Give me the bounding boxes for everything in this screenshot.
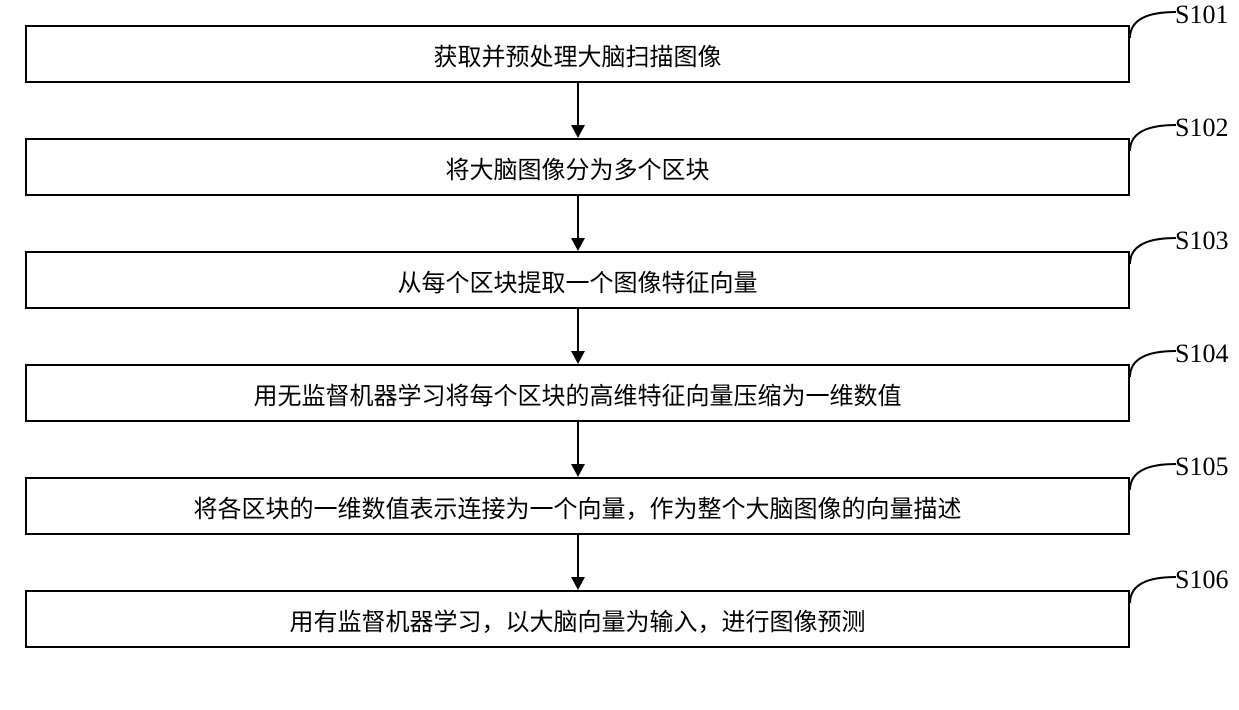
arrow-5: [568, 535, 588, 590]
step-text: 用有监督机器学习，以大脑向量为输入，进行图像预测: [290, 602, 866, 637]
step-text: 用无监督机器学习将每个区块的高维特征向量压缩为一维数值: [254, 376, 902, 411]
step-label-s105: S105: [1175, 452, 1228, 482]
connector-s101: [1128, 10, 1178, 40]
step-label-s106: S106: [1175, 565, 1228, 595]
connector-s106: [1128, 575, 1178, 605]
step-box-s101: 获取并预处理大脑扫描图像: [25, 25, 1130, 83]
arrow-2: [568, 196, 588, 251]
step-label-s103: S103: [1175, 226, 1228, 256]
step-label-s104: S104: [1175, 339, 1228, 369]
step-text: 将各区块的一维数值表示连接为一个向量，作为整个大脑图像的向量描述: [194, 489, 962, 524]
step-text: 获取并预处理大脑扫描图像: [434, 37, 722, 72]
connector-s103: [1128, 236, 1178, 266]
step-box-s104: 用无监督机器学习将每个区块的高维特征向量压缩为一维数值: [25, 364, 1130, 422]
connector-s102: [1128, 123, 1178, 153]
flowchart-container: 获取并预处理大脑扫描图像 S101 将大脑图像分为多个区块 S102 从每个区块…: [0, 0, 1239, 710]
step-label-s102: S102: [1175, 113, 1228, 143]
step-text: 将大脑图像分为多个区块: [446, 150, 710, 185]
step-text: 从每个区块提取一个图像特征向量: [398, 263, 758, 298]
step-box-s102: 将大脑图像分为多个区块: [25, 138, 1130, 196]
step-box-s106: 用有监督机器学习，以大脑向量为输入，进行图像预测: [25, 590, 1130, 648]
arrow-3: [568, 309, 588, 364]
connector-s105: [1128, 462, 1178, 492]
arrow-1: [568, 83, 588, 138]
connector-s104: [1128, 349, 1178, 379]
step-label-s101: S101: [1175, 0, 1228, 30]
step-box-s103: 从每个区块提取一个图像特征向量: [25, 251, 1130, 309]
step-box-s105: 将各区块的一维数值表示连接为一个向量，作为整个大脑图像的向量描述: [25, 477, 1130, 535]
arrow-4: [568, 422, 588, 477]
